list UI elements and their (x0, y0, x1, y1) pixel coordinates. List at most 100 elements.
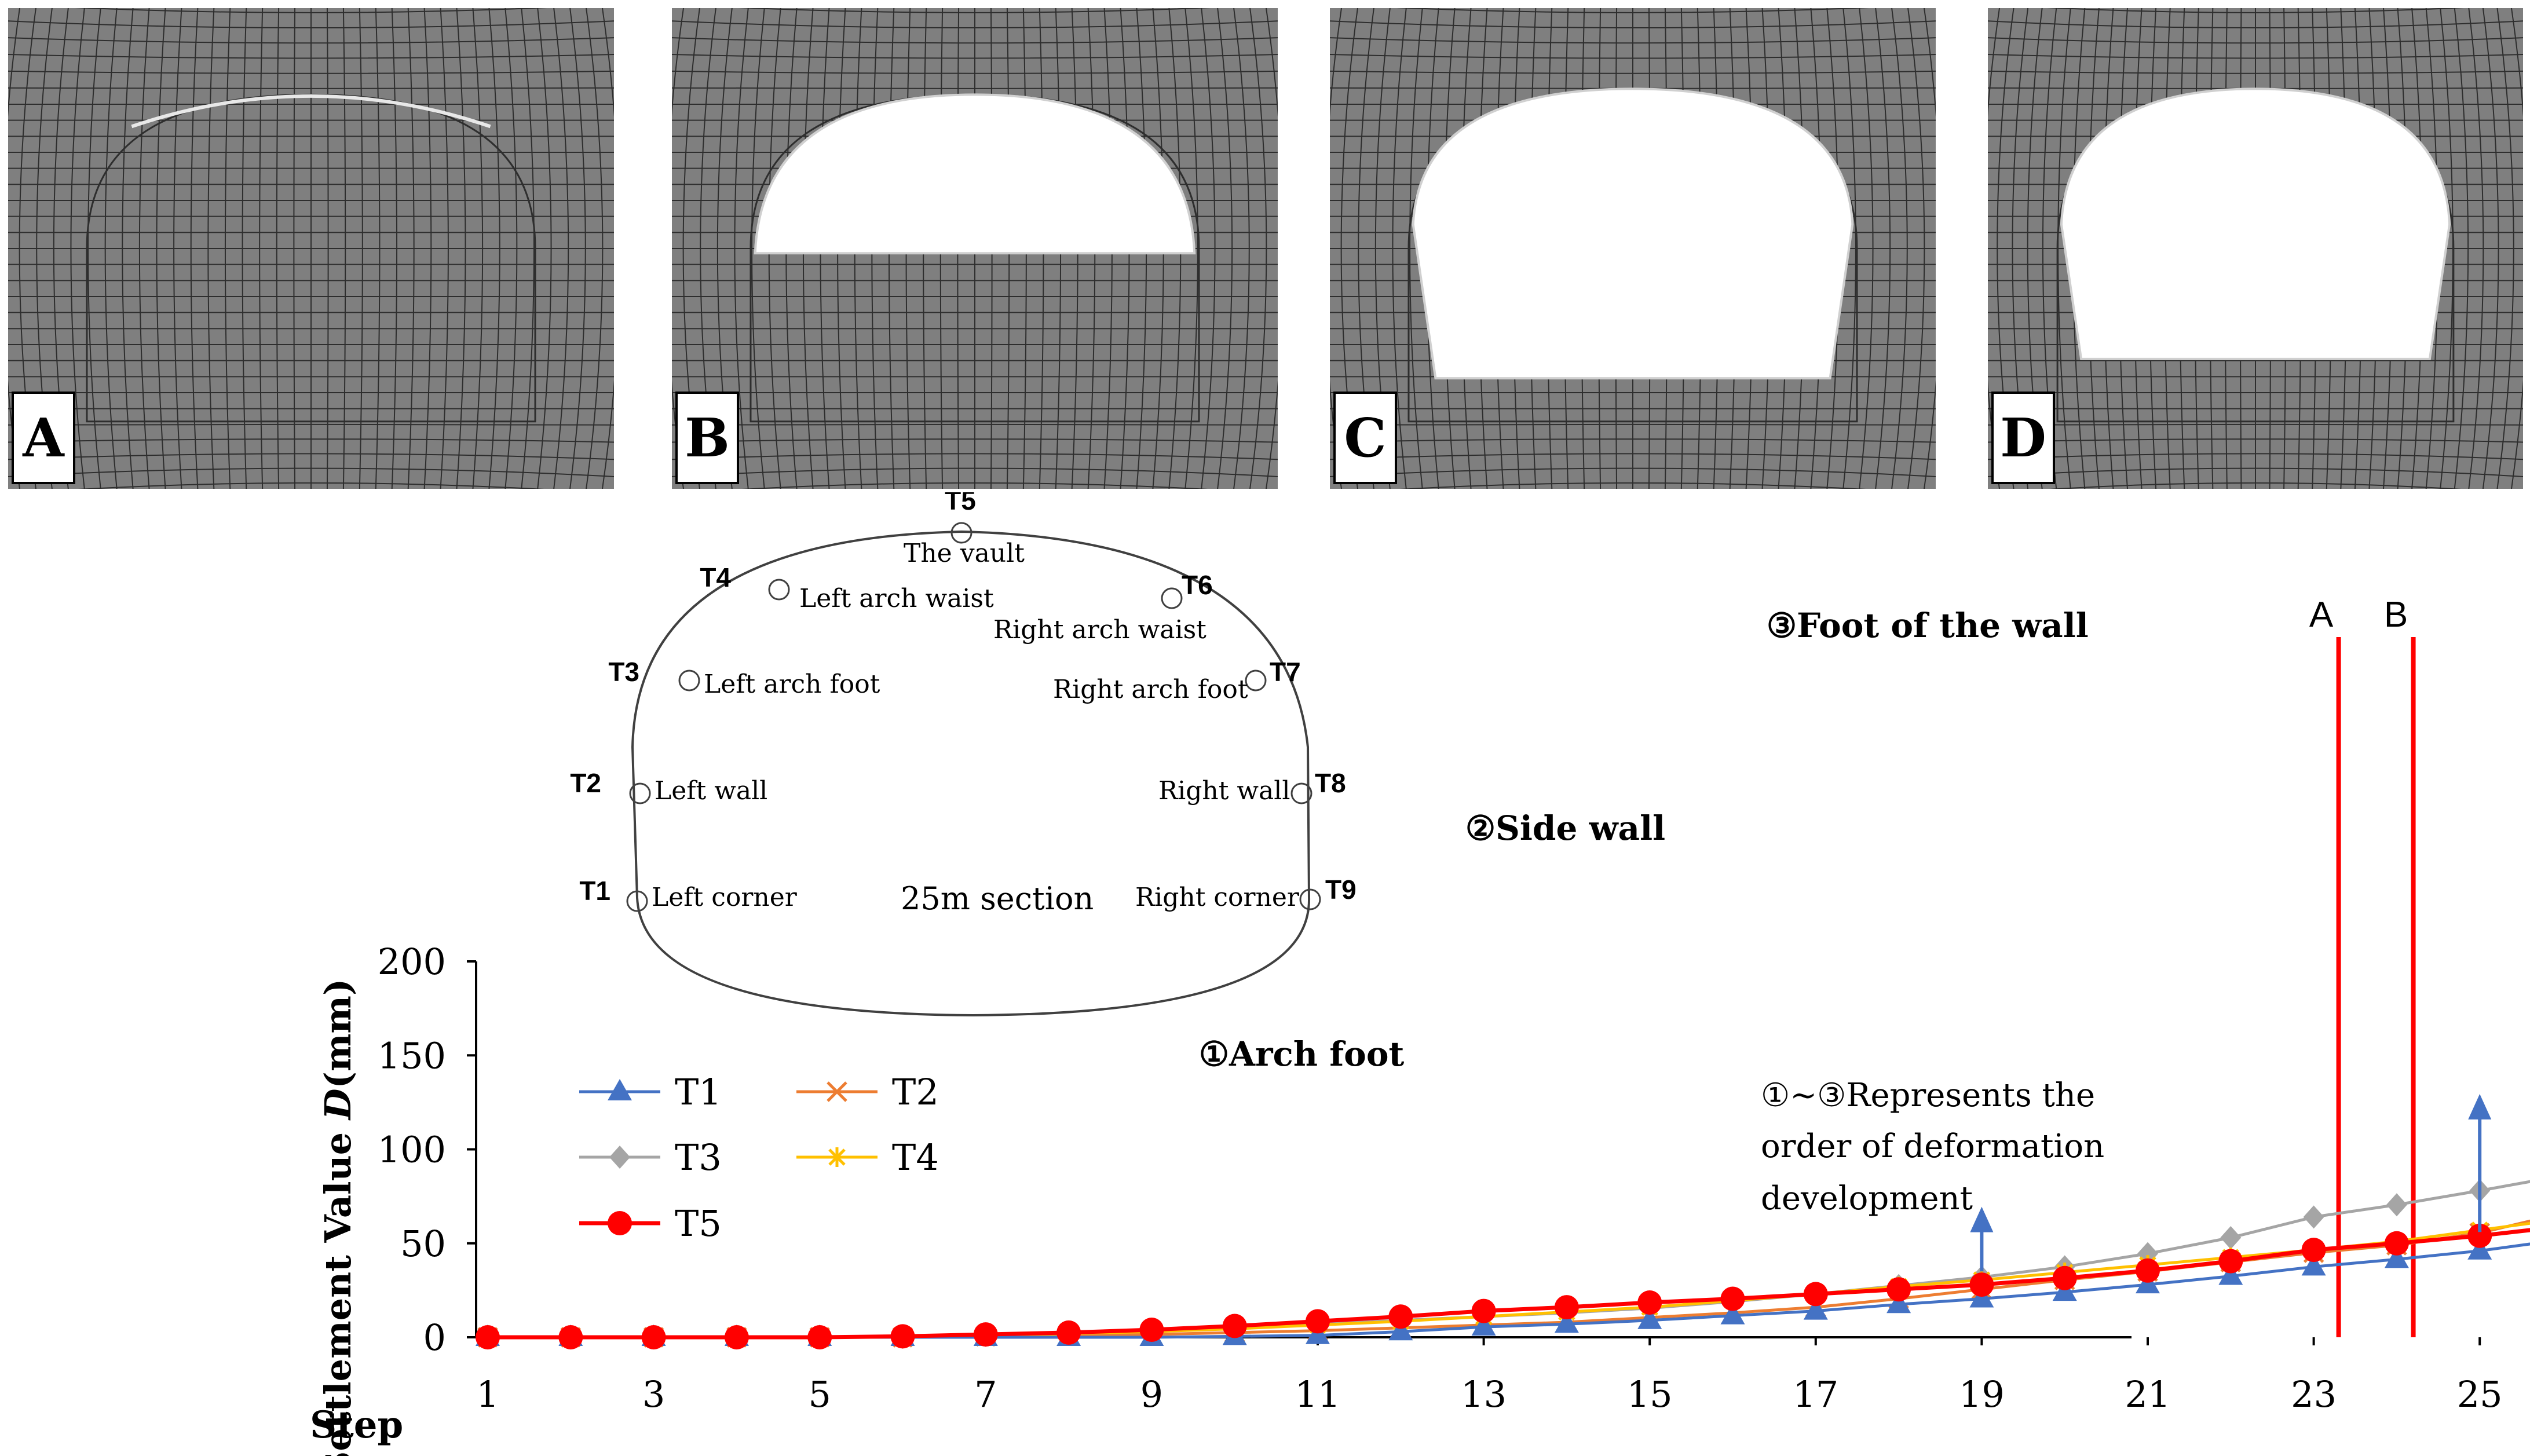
note-line-1: ①~③Represents the (1761, 1077, 2095, 1114)
panel-b-label: B (675, 392, 739, 484)
mesh-line (1233, 8, 1250, 489)
monitoring-point-marker (629, 782, 651, 804)
mesh-line (423, 8, 432, 489)
data-point-t1 (1554, 1311, 1579, 1333)
mesh-line (1924, 8, 1936, 489)
mesh-line (1907, 8, 1925, 489)
point-name-t9: Right corner (1135, 883, 1300, 912)
legend-label-t5: T5 (675, 1202, 722, 1245)
mesh-line (2454, 8, 2469, 489)
mesh-line (1330, 8, 1342, 489)
mesh-line (375, 8, 381, 489)
settlement-chart: Settlement Value D(mm) Step 0 50 100 150 200… (310, 492, 2530, 1456)
point-id-t4: T4 (700, 562, 731, 592)
mesh-line (104, 8, 118, 489)
tunnel-section-inset: T1 Left corner T2 Left wall T3 Left arch foot… (570, 492, 1357, 1017)
mesh-line (602, 8, 614, 489)
series-t4 (478, 1220, 2530, 1347)
data-point-t3 (2303, 1205, 2324, 1229)
y-tick-label: 50 (400, 1223, 446, 1265)
series-t1 (476, 1238, 2530, 1346)
data-point-t5 (1554, 1295, 1579, 1320)
mesh-panel-a-image (8, 8, 614, 489)
data-point-t5 (1720, 1286, 1745, 1311)
panel-a: A (8, 8, 614, 489)
arrow-head (1970, 1206, 1994, 1232)
legend-marker-t2 (827, 1081, 847, 1102)
mesh-grid (8, 8, 614, 489)
series-line-t2 (488, 1219, 2530, 1339)
deformation-arrows: ①Arch foot ②Side wall ③Foot of the wall (1199, 606, 2492, 1272)
data-point-t1 (1637, 1307, 1662, 1329)
monitoring-point-marker (1299, 888, 1321, 910)
mesh-line (326, 8, 329, 489)
x-tick-label: 21 (2125, 1373, 2171, 1415)
mesh-line (440, 8, 449, 489)
point-name-t1: Left corner (652, 883, 798, 912)
data-point-t5 (2136, 1258, 2160, 1283)
excavated-full-section (2060, 87, 2451, 360)
monitoring-point-marker (626, 890, 648, 912)
mesh-line (1266, 8, 1278, 489)
panel-b: B (672, 8, 1278, 489)
x-tick-label: 25 (2457, 1373, 2503, 1415)
mesh-line (456, 8, 466, 489)
stage-label-b: B (2384, 595, 2408, 635)
mesh-line (342, 8, 346, 489)
stage-label-a: A (2309, 595, 2334, 635)
series-t3 (477, 1179, 2530, 1349)
data-point-t5 (1969, 1272, 1994, 1297)
data-point-t5 (2052, 1265, 2077, 1290)
data-point-t5 (1803, 1282, 1828, 1307)
mesh-line (553, 8, 569, 489)
x-tick-label: 5 (808, 1373, 831, 1415)
data-point-t5 (2218, 1249, 2243, 1274)
series-t2 (477, 1219, 2530, 1348)
x-tick-label: 3 (642, 1373, 665, 1415)
data-point-t5 (1306, 1309, 1330, 1334)
data-point-t5 (1886, 1277, 1911, 1302)
excavated-full-section (1412, 87, 1854, 380)
mesh-line (734, 8, 749, 489)
data-point-t1 (1803, 1298, 1828, 1320)
mesh-line (242, 8, 247, 489)
arch-crack (131, 94, 491, 129)
data-point-t3 (2220, 1226, 2242, 1250)
data-point-t1 (2467, 1238, 2492, 1260)
x-tick-label: 17 (1793, 1373, 1838, 1415)
point-name-t3: Left arch foot (704, 670, 880, 699)
data-point-t5 (2384, 1231, 2409, 1256)
mesh-line (224, 8, 231, 489)
data-point-t5 (1139, 1318, 1164, 1342)
data-point-t5 (973, 1322, 998, 1347)
mesh-line (1249, 8, 1267, 489)
legend-label-t1: T1 (675, 1071, 722, 1113)
mesh-line (2511, 8, 2523, 489)
arrow-label-3: ③Foot of the wall (1767, 606, 2089, 645)
mesh-line (1988, 8, 2000, 489)
monitoring-point-marker (1161, 587, 1183, 609)
mesh-line (1875, 8, 1891, 489)
data-point-t5 (1388, 1304, 1413, 1329)
data-point-t5 (1637, 1290, 1662, 1315)
legend-label-t2: T2 (892, 1071, 939, 1113)
mesh-line (1201, 8, 1216, 489)
mesh-line (1392, 8, 1407, 489)
panel-d-label: D (1991, 392, 2055, 484)
point-name-t6: Right arch waist (993, 615, 1206, 645)
series-line-t1 (488, 1242, 2530, 1339)
series-t5 (476, 1223, 2530, 1349)
mesh-line (537, 8, 552, 489)
data-point-t1 (1720, 1303, 1745, 1325)
mesh-line (359, 8, 363, 489)
mesh-line (70, 8, 85, 489)
data-point-t1 (2218, 1263, 2243, 1285)
data-point-t5 (890, 1324, 915, 1349)
point-id-t8: T8 (1315, 768, 1346, 798)
mesh-line (173, 8, 182, 489)
panel-c: C (1330, 8, 1936, 489)
monitoring-point-marker (1245, 670, 1267, 692)
point-id-t2: T2 (570, 768, 601, 798)
legend-label-t4: T4 (892, 1136, 939, 1179)
